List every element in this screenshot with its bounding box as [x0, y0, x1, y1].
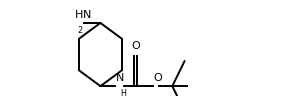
Text: N: N: [116, 73, 124, 83]
Text: 2: 2: [77, 26, 82, 35]
Text: H: H: [120, 89, 126, 98]
Text: H: H: [75, 10, 83, 20]
Text: O: O: [153, 73, 162, 83]
Text: N: N: [82, 10, 91, 20]
Text: O: O: [131, 41, 140, 51]
